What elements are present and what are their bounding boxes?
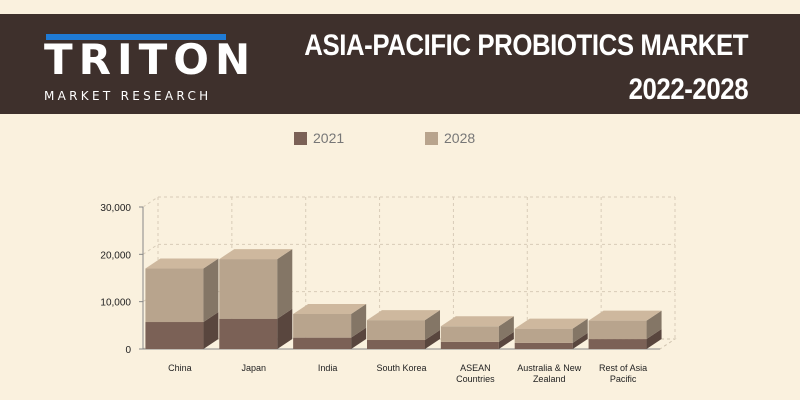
x-category-label: Countries <box>456 374 495 384</box>
bar-2028-front <box>514 328 573 343</box>
bar-2021-side <box>425 330 440 349</box>
bar-2028-front <box>145 268 204 323</box>
x-category-label: South Korea <box>376 363 426 373</box>
title-line-1: ASIA-PACIFIC PROBIOTICS MARKET <box>304 29 748 62</box>
x-category-label: Rest of Asia <box>599 363 647 373</box>
bar-2028-side <box>351 303 367 338</box>
legend-swatch-2028 <box>425 131 438 145</box>
bar-2028-front <box>219 259 278 319</box>
legend-swatch-2021 <box>294 131 307 145</box>
chart-legend: 2021 2028 <box>0 130 800 150</box>
y-tick-label: 0 <box>125 345 131 356</box>
bar-2028-top <box>440 316 514 327</box>
legend-label-2021: 2021 <box>313 130 345 146</box>
bar-2021-front <box>367 340 425 349</box>
y-tick-label: 20,000 <box>100 250 131 261</box>
bar-2028-front <box>588 320 647 340</box>
y-tick-label: 10,000 <box>100 298 131 309</box>
bar-2028-side <box>498 316 514 342</box>
bar-2028-front <box>293 313 352 338</box>
bar-2028-side <box>203 258 219 323</box>
bar-2021-front <box>514 342 573 349</box>
gridline-side <box>142 196 159 208</box>
bar-2021-side <box>646 329 662 349</box>
bar-2021-front <box>588 339 647 349</box>
logo-wordmark: TRITON <box>44 35 257 84</box>
legend-item-2021: 2021 <box>294 130 344 146</box>
triton-logo: TRITON MARKET RESEARCH <box>44 34 250 114</box>
bar-2021-side <box>277 308 293 349</box>
bar-2028-top <box>367 310 440 321</box>
x-category-label: China <box>168 363 192 373</box>
legend-label-2028: 2028 <box>444 130 476 146</box>
bar-2028-top <box>588 310 662 321</box>
y-tick-label: 30,000 <box>100 203 131 214</box>
bar-2028-front <box>440 326 499 342</box>
bar-2021-front <box>145 322 204 349</box>
bar-2021-side <box>572 332 588 349</box>
bar-2028-side <box>646 310 662 340</box>
bar-2028-top <box>293 303 367 314</box>
legend-item-2028: 2028 <box>425 130 475 146</box>
bar-2028-front <box>367 320 425 341</box>
logo-accent-bar <box>46 34 226 40</box>
page-title: ASIA-PACIFIC PROBIOTICS MARKET 2022-2028 <box>304 24 748 112</box>
x-category-label: Japan <box>242 363 267 373</box>
bar-2028-side <box>425 310 440 341</box>
bar-2028-side <box>277 249 293 319</box>
x-category-label: ASEAN <box>460 363 491 373</box>
x-category-label: Zealand <box>533 374 566 384</box>
x-category-label: Pacific <box>610 374 637 384</box>
bar-2021-side <box>351 327 367 349</box>
bar-2028-top <box>514 318 588 329</box>
bar-2028-top <box>219 249 293 260</box>
bar-2021-front <box>219 318 278 349</box>
gridline-side <box>142 243 159 255</box>
bar-2021-front <box>293 337 352 349</box>
x-category-label: India <box>318 363 338 373</box>
x-category-label: Australia & New <box>517 363 582 373</box>
logo-subtitle: MARKET RESEARCH <box>44 89 212 103</box>
header-banner: TRITON MARKET RESEARCH ASIA-PACIFIC PROB… <box>0 14 800 114</box>
bar-2028-top <box>145 258 219 269</box>
bar-2028-side <box>572 318 588 343</box>
title-line-2: 2022-2028 <box>628 73 748 106</box>
bar-2021-front <box>440 341 499 349</box>
bar-2021-side <box>498 331 514 349</box>
bar-2021-side <box>203 312 219 349</box>
